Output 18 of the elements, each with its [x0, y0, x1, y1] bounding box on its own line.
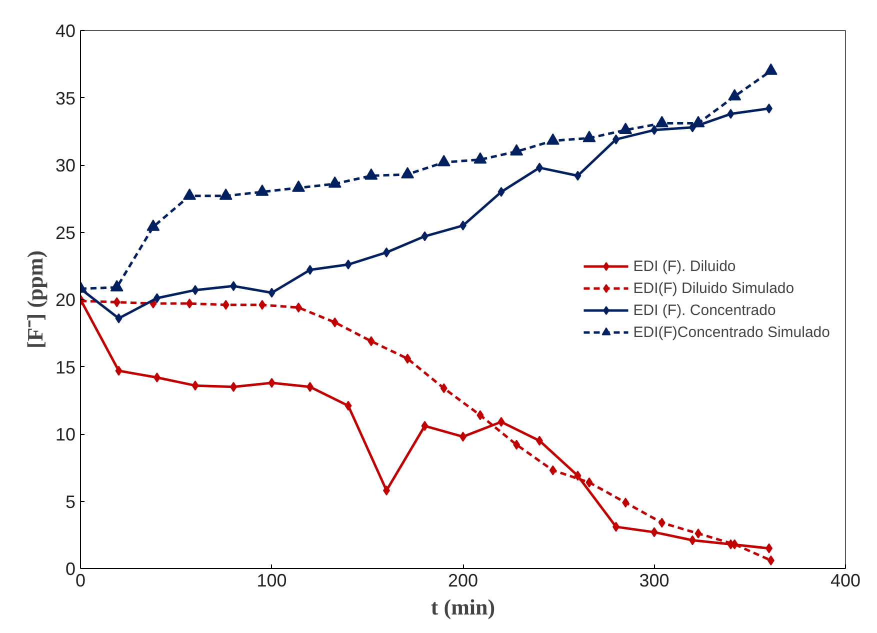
- y-axis-title: [F⁻] (ppm): [22, 250, 48, 349]
- y-tick-label: 20: [55, 290, 76, 310]
- y-tick-label: 40: [55, 21, 76, 41]
- y-tick-label: 25: [55, 222, 76, 243]
- legend-label: EDI(F)Concentrado Simulado: [633, 324, 830, 340]
- y-tick-label: 15: [55, 357, 76, 378]
- y-tick-label: 5: [65, 492, 76, 512]
- y-tick-label: 35: [55, 88, 76, 108]
- y-tick-label: 10: [55, 424, 76, 444]
- legend-label: EDI(F) Diluido Simulado: [633, 280, 794, 296]
- y-tick-label: 30: [55, 156, 76, 176]
- legend-label: EDI (F). Concentrado: [633, 302, 776, 318]
- x-tick-label: 100: [256, 570, 287, 590]
- legend-label: EDI (F). Diluido: [633, 258, 736, 274]
- x-tick-label: 200: [448, 570, 478, 590]
- x-tick-label: 400: [830, 570, 861, 590]
- x-axis-title: t (min): [430, 594, 496, 620]
- x-tick-label: 300: [639, 570, 670, 590]
